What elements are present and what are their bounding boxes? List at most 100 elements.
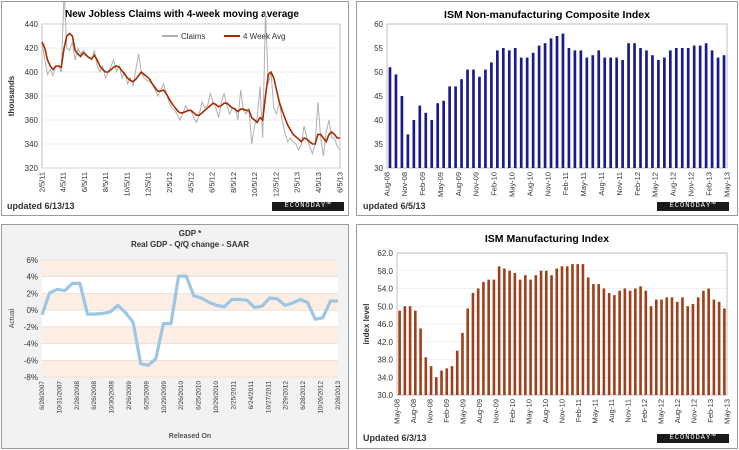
bar [654, 299, 658, 395]
x-tick-label: Aug-08 [409, 399, 418, 423]
bar [716, 57, 720, 168]
bar [555, 268, 559, 395]
bar [639, 48, 642, 168]
x-tick-label: Feb-13 [704, 172, 713, 196]
ism-nonmanufacturing-chart: ISM Non-manufacturing Composite Index 30 3… [356, 1, 738, 216]
bar [482, 281, 485, 395]
x-tick-label: 6/5/13 [335, 172, 344, 193]
bar [445, 368, 449, 396]
x-tick-label: Aug-10 [541, 399, 550, 423]
bar [603, 57, 607, 168]
bar [461, 332, 464, 396]
bar [573, 50, 577, 168]
bar [436, 103, 440, 168]
x-tick-label: May-09 [458, 399, 467, 424]
bar [484, 69, 487, 168]
bar [434, 377, 438, 395]
bar [442, 100, 445, 168]
y-tick-label: 2% [26, 289, 38, 298]
y-tick-label: 380 [25, 92, 39, 101]
y-tick-label: 420 [25, 44, 39, 53]
bar [710, 50, 714, 168]
bar [539, 270, 543, 395]
x-tick-label: May-10 [524, 399, 533, 424]
x-tick-label: 6/28/2007 [39, 381, 46, 410]
bar [418, 105, 422, 168]
x-tick-label: 6/24/2011 [248, 381, 255, 410]
econoday-logo: ECONODAY™ [272, 202, 344, 211]
x-tick-label: Aug-10 [525, 172, 534, 196]
x-axis-label: Released On [169, 433, 211, 440]
x-tick-label: 2/26/2010 [178, 381, 185, 410]
chart-title: New Jobless Claims with 4-week moving av… [65, 9, 299, 20]
x-tick-label: 10/29/2010 [213, 381, 220, 414]
y-tick-label: 30 [374, 164, 383, 173]
bar [398, 310, 401, 395]
y-tick-label: 440 [25, 20, 39, 29]
x-tick-label: 2/5/12 [165, 172, 174, 193]
y-tick-label: 400 [25, 68, 39, 77]
bar [702, 290, 705, 395]
bar [602, 288, 606, 395]
bar [454, 86, 457, 168]
bar [639, 286, 642, 395]
x-tick-label: May-13 [722, 399, 731, 424]
bar [586, 277, 590, 395]
bar [686, 48, 690, 168]
bar [581, 264, 585, 395]
x-tick-label: Aug-12 [673, 399, 682, 423]
x-tick-label: 2/26/2009 [126, 381, 133, 410]
bar [665, 297, 669, 396]
x-tick-label: 6/5/11 [80, 172, 89, 192]
bar [571, 264, 574, 395]
chart-subtitle: Real GDP - Q/Q change - SAAR [131, 240, 249, 249]
y-tick-label: 34.0 [377, 373, 393, 382]
x-tick-label: Feb-11 [574, 399, 583, 422]
bar [534, 275, 538, 395]
bar [388, 67, 392, 168]
bar [496, 50, 499, 168]
bar [508, 270, 511, 395]
bar [634, 288, 637, 395]
x-tick-label: Nov-09 [472, 172, 481, 196]
claims-updated-note: updated 6/13/13 [7, 201, 75, 211]
econoday-logo: ECONODAY™ [657, 434, 729, 443]
x-tick-label: 2/5/11 [37, 172, 46, 192]
bar [681, 297, 684, 396]
bar [492, 279, 496, 396]
bar [466, 308, 470, 395]
x-tick-label: 6/5/12 [208, 172, 217, 193]
bar [560, 266, 564, 395]
x-tick-label: 4/5/11 [59, 172, 68, 192]
y-tick-label: -6% [24, 356, 38, 365]
y-tick-label: 38.0 [377, 356, 393, 365]
x-tick-label: 10/5/12 [250, 172, 259, 197]
bar [424, 357, 428, 395]
grid-band [42, 343, 338, 361]
bar [675, 301, 679, 395]
y-tick-label: 45 [374, 92, 383, 101]
x-tick-label: May-10 [508, 172, 517, 197]
bar [544, 270, 548, 395]
bar [704, 43, 708, 169]
bar [429, 366, 433, 395]
bar [555, 36, 559, 168]
bar [412, 120, 416, 168]
series-line-4-week-avg [41, 32, 340, 145]
x-tick-label: 2/28/2008 [74, 381, 81, 410]
bar [414, 310, 417, 395]
x-tick-label: 10/5/11 [122, 172, 131, 196]
bar [476, 288, 480, 395]
bar [692, 45, 696, 168]
bar [717, 301, 721, 395]
gdp-chart: GDP * Real GDP - Q/Q change - SAAR -8% -6% -… [1, 224, 349, 449]
grid-band [42, 326, 338, 344]
bar [644, 290, 648, 395]
grid-band [42, 310, 338, 327]
y-tick-label: 55 [374, 44, 383, 53]
bar [419, 328, 422, 395]
bar [663, 57, 666, 168]
x-tick-label: May-11 [579, 172, 588, 196]
bar [478, 76, 481, 168]
bar [674, 48, 678, 168]
